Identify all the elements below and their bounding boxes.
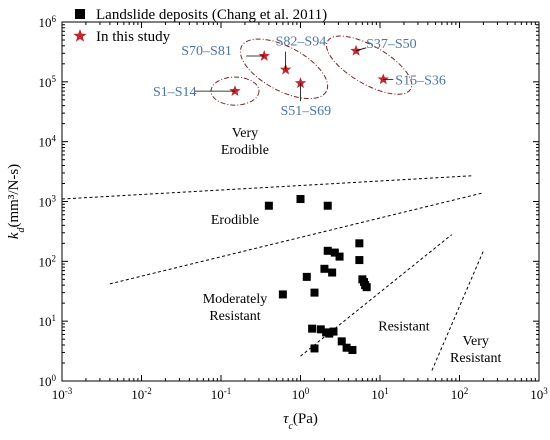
landslide-deposit-point [308,324,317,333]
study-sample-point [258,50,270,61]
landslide-deposit-point [264,201,273,210]
landslide-deposit-point [302,272,311,281]
study-sample-point [229,85,241,96]
sample-label: S37–S50 [366,37,417,52]
landslide-deposit-point [310,344,319,353]
landslide-deposit-point [310,288,319,297]
sample-leader-line [355,47,367,52]
x-tick-label: 101 [371,386,389,402]
boundary-line [61,175,474,200]
x-tick-label: 10-1 [211,386,232,402]
landslide-deposit-point [316,325,325,334]
region-labels: Very Erodible Erodible Moderately Resistant R… [203,126,502,366]
y-tick-label: 105 [39,74,57,90]
axis-ticks: 10-3 10-2 10-1 100 101 102 103 100 101 102 103 104 1… [39,14,549,402]
sample-label: S1–S14 [153,85,197,100]
landslide-deposit-point [335,252,344,261]
sample-label: S51–S69 [281,104,332,119]
y-tick-label: 104 [39,134,57,150]
x-tick-label: 103 [530,386,548,402]
landslide-deposit-point [330,248,339,257]
boundary-line [109,192,484,285]
sample-labels: S1–S14 S70–S81 S82–S94 S51–S69 S37–S50 S15–S3… [153,35,446,120]
boundary-line [300,234,453,357]
x-tick-label: 10-3 [52,386,73,402]
x-tick-label: 10-2 [131,386,152,402]
group-ellipse [239,38,329,100]
study-sample-point [350,44,362,56]
legend: Landslide deposits (Chang et al. 2011) In… [73,7,327,45]
y-tick-label: 103 [39,194,57,210]
landslide-deposit-point [325,329,334,338]
region-label: Very Resistant [450,334,501,366]
data-series [229,44,389,354]
landslide-deposit-point [337,337,346,346]
y-tick-label: 102 [39,253,57,269]
sample-label: S70–S81 [181,44,232,59]
legend-square-marker [75,9,85,19]
y-tick-label: 100 [39,373,57,389]
landslide-deposit-point [362,283,371,292]
legend-star-marker [73,29,87,42]
study-sample-point [377,73,389,85]
landslide-deposit-point [278,290,287,299]
sample-label: S82–S94 [276,35,327,50]
region-label: Resistant [378,319,429,334]
sample-label: S15–S36 [395,73,446,88]
x-tick-label: 102 [451,386,469,402]
landslide-deposit-point [348,345,357,354]
y-tick-label: 106 [39,14,57,30]
landslide-deposit-point [329,327,338,336]
landslide-deposit-point [296,195,305,204]
landslide-deposit-point [360,278,369,287]
landslide-deposit-point [323,246,332,255]
group-ellipse [325,35,413,95]
x-axis-title: τc(Pa) [283,411,318,432]
landslide-deposit-point [355,239,364,248]
x-tick-label: 100 [292,386,310,402]
y-axis-title: kd(mm³/N-s) [6,164,27,239]
study-sample-point [294,77,307,89]
landslide-deposit-point [320,264,329,273]
region-label: Erodible [211,213,259,228]
landslide-deposit-point [323,201,332,210]
region-label: Very Erodible [221,126,269,158]
y-tick-label: 101 [39,313,57,329]
legend-label: In this study [96,29,171,45]
landslide-deposit-point [355,256,364,265]
region-label: Moderately Resistant [203,292,268,324]
legend-label: Landslide deposits (Chang et al. 2011) [96,7,327,23]
landslide-deposit-point [328,268,337,277]
landslide-deposit-point [342,343,351,352]
boundary-lines [61,175,484,371]
axis-titles: τc(Pa) kd(mm³/N-s) [6,164,318,432]
